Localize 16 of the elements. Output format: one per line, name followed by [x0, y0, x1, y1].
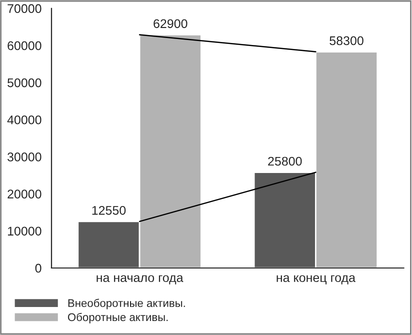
y-tick-label: 30000 [8, 152, 42, 162]
y-tick-label: 0 [35, 264, 42, 273]
data-label: 58300 [330, 36, 364, 46]
x-tick-label: на начало года [96, 275, 184, 284]
y-tick-label: 50000 [8, 78, 42, 88]
x-tick-label: на конец года [276, 275, 356, 284]
data-label: 62900 [154, 19, 188, 28]
legend-label: Оборотные активы. [68, 312, 168, 324]
y-tick-label: 40000 [7, 115, 42, 124]
y-tick-label: 60000 [8, 41, 42, 50]
data-label: 25800 [268, 156, 302, 166]
y-tick-label: 20000 [8, 190, 42, 198]
data-label: 12550 [92, 206, 126, 215]
legend-label: Внеоборотные активы. [68, 298, 185, 310]
y-tick-label: 10000 [8, 226, 42, 236]
y-tick-label: 70000 [8, 4, 42, 14]
